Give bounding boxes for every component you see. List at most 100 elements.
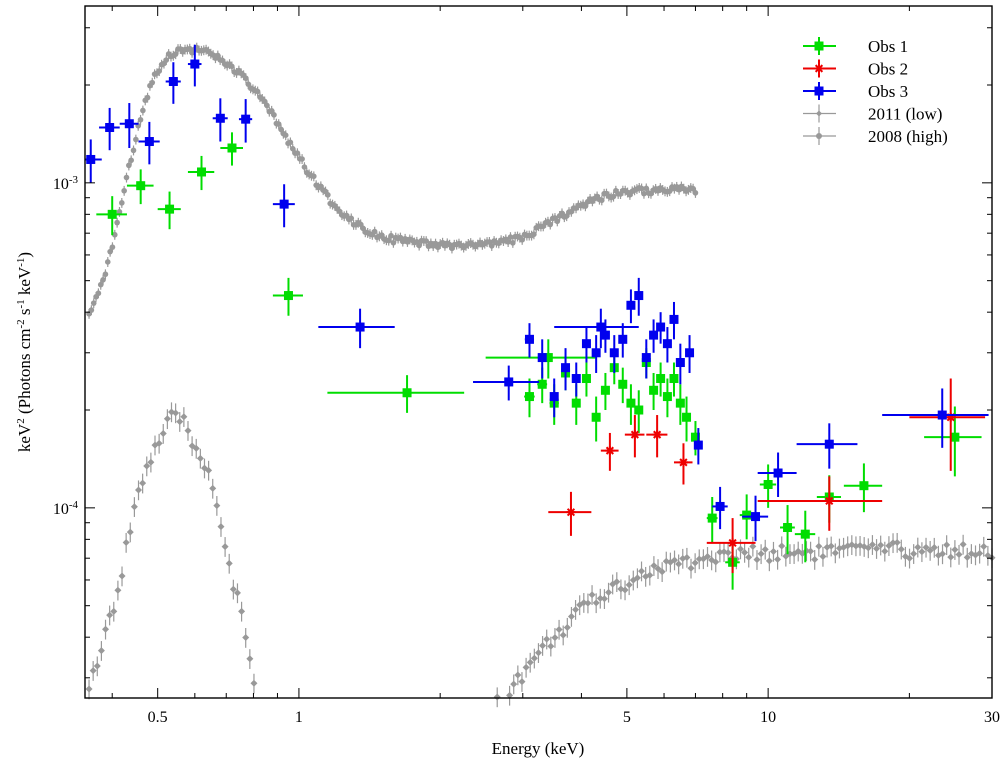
data-point — [712, 558, 720, 566]
data-point — [596, 322, 606, 332]
data-point — [774, 555, 782, 563]
data-point — [609, 348, 619, 358]
x-tick-label: 1 — [295, 709, 303, 726]
data-point — [873, 545, 881, 553]
data-point — [600, 330, 610, 340]
data-point — [824, 439, 834, 449]
data-point — [683, 553, 691, 561]
data-point — [514, 671, 522, 679]
legend-entry: Obs 3 — [803, 82, 908, 101]
data-point — [130, 147, 137, 154]
data-point — [114, 219, 120, 226]
legend: Obs 1 Obs 2 Obs 3 2011 (low) 2008 (high) — [803, 37, 948, 146]
data-point — [186, 45, 193, 52]
x-tick-label: 10 — [760, 709, 776, 726]
data-point — [163, 415, 171, 423]
data-point — [976, 549, 984, 557]
data-point — [724, 549, 732, 557]
legend-entry: 2011 (low) — [803, 104, 942, 124]
data-point — [692, 190, 699, 196]
series-high-2008 — [86, 42, 699, 319]
data-point — [104, 259, 111, 265]
data-point — [930, 543, 938, 551]
data-point — [147, 458, 155, 466]
data-point — [783, 523, 793, 533]
data-point — [618, 334, 628, 344]
legend-entry: 2008 (high) — [803, 127, 948, 146]
data-point — [229, 63, 235, 70]
data-point — [704, 553, 712, 561]
data-point — [897, 545, 905, 553]
data-point — [868, 541, 876, 549]
data-point — [584, 599, 592, 607]
data-point — [666, 188, 673, 194]
data-point — [126, 528, 134, 536]
data-point — [238, 607, 246, 615]
data-point — [510, 680, 518, 688]
series-obs-1 — [96, 132, 982, 590]
data-point — [690, 185, 696, 192]
data-point — [881, 547, 889, 555]
data-point — [264, 102, 270, 109]
data-point — [299, 156, 305, 162]
data-point — [675, 398, 685, 408]
data-point — [126, 162, 132, 169]
data-point — [519, 237, 525, 243]
data-point — [581, 339, 591, 349]
data-point — [811, 556, 819, 564]
data-point — [144, 137, 154, 147]
data-point — [610, 193, 617, 200]
y-tick-label: 10-3 — [53, 174, 79, 193]
data-point — [889, 539, 897, 547]
data-point — [385, 237, 392, 244]
data-point — [100, 276, 106, 283]
x-axis-label: Energy (keV) — [492, 739, 585, 758]
data-point — [242, 634, 250, 642]
data-point — [505, 239, 511, 245]
data-point — [423, 238, 429, 244]
data-point — [626, 398, 636, 408]
data-point — [563, 623, 571, 631]
data-point — [831, 549, 839, 557]
data-point — [652, 430, 662, 440]
data-point — [388, 232, 394, 239]
data-point — [88, 307, 95, 313]
data-point — [951, 546, 959, 554]
data-point — [355, 322, 365, 332]
data-point — [123, 174, 130, 181]
data-point — [539, 642, 547, 650]
data-point — [893, 539, 901, 547]
data-point — [119, 200, 125, 206]
data-point — [656, 374, 666, 384]
data-point — [268, 107, 275, 114]
data-point — [765, 557, 773, 565]
data-point — [634, 291, 644, 301]
legend-label: Obs 2 — [868, 60, 908, 79]
data-point — [571, 374, 581, 384]
data-point — [205, 466, 213, 474]
data-point — [215, 52, 221, 59]
legend-label: Obs 1 — [868, 37, 908, 56]
data-point — [144, 94, 151, 101]
data-point — [581, 374, 591, 384]
data-point — [707, 513, 717, 523]
data-point — [685, 348, 695, 358]
data-point — [618, 379, 628, 389]
data-point — [800, 529, 810, 539]
data-point — [690, 432, 700, 442]
series-obs-3 — [85, 44, 989, 542]
data-point — [778, 542, 786, 550]
data-point — [86, 154, 96, 164]
data-point — [97, 281, 104, 288]
data-point — [906, 554, 914, 562]
data-point — [213, 502, 221, 510]
legend-marker — [814, 64, 824, 73]
data-point — [504, 377, 514, 387]
data-point — [156, 68, 163, 74]
data-point — [598, 197, 605, 204]
data-point — [669, 374, 679, 384]
data-point — [549, 392, 559, 402]
data-point — [588, 591, 596, 599]
data-point — [621, 586, 629, 594]
